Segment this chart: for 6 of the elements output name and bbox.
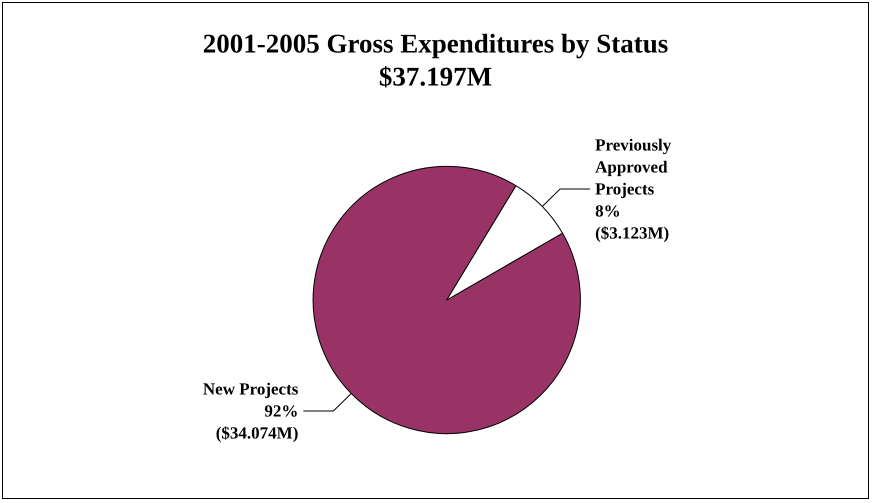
chart-title: 2001-2005 Gross Expenditures by Status <box>202 28 668 58</box>
chart-subtitle: $37.197M <box>378 62 492 92</box>
data-label: 8% ($3.123M) <box>595 202 670 242</box>
data-label: 92% ($34.074M) <box>216 402 298 442</box>
slice-label: Previously Approved Projects <box>595 136 676 198</box>
slice-label: New Projects <box>202 380 299 398</box>
